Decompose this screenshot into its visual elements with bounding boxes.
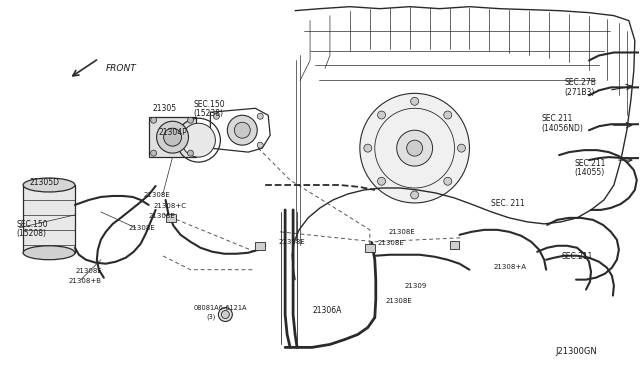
Text: 21308E: 21308E [378, 240, 404, 246]
Circle shape [257, 113, 263, 119]
Circle shape [444, 177, 452, 185]
Ellipse shape [23, 246, 75, 260]
Text: 21308E: 21308E [129, 225, 156, 231]
Text: SEC.211: SEC.211 [541, 114, 573, 123]
Text: SEC.211: SEC.211 [561, 252, 593, 261]
Text: 21306A: 21306A [312, 306, 341, 315]
Text: 21308E: 21308E [278, 239, 305, 245]
Text: 21304P: 21304P [159, 128, 188, 137]
Text: 21308+C: 21308+C [154, 203, 187, 209]
Text: (15238): (15238) [193, 109, 223, 118]
Text: SEC.150: SEC.150 [193, 100, 225, 109]
Text: 21305: 21305 [152, 104, 177, 113]
Bar [166, 214, 175, 222]
Text: FRONT: FRONT [106, 64, 136, 73]
Circle shape [378, 111, 385, 119]
Circle shape [406, 140, 422, 156]
Circle shape [378, 177, 385, 185]
Ellipse shape [23, 178, 75, 192]
Bar [365, 244, 375, 252]
Text: 21308E: 21308E [143, 192, 170, 198]
Circle shape [458, 144, 465, 152]
Text: SEC. 211: SEC. 211 [492, 199, 525, 208]
Text: 21308E: 21308E [148, 213, 175, 219]
Text: (15208): (15208) [16, 229, 46, 238]
Text: 21308E: 21308E [386, 298, 413, 304]
Text: J21300GN: J21300GN [555, 347, 597, 356]
Text: 21308+A: 21308+A [493, 264, 526, 270]
Circle shape [182, 123, 216, 157]
Circle shape [397, 130, 433, 166]
Circle shape [364, 144, 372, 152]
Text: 21308E: 21308E [76, 268, 102, 274]
Circle shape [227, 115, 257, 145]
Text: (14055): (14055) [574, 167, 604, 177]
Circle shape [444, 111, 452, 119]
Text: 21308E: 21308E [388, 229, 415, 235]
Circle shape [411, 191, 419, 199]
Circle shape [257, 142, 263, 148]
Circle shape [188, 117, 193, 123]
Text: 21305D: 21305D [29, 177, 59, 186]
Text: 21309: 21309 [404, 283, 427, 289]
Circle shape [221, 311, 229, 318]
Circle shape [234, 122, 250, 138]
Text: (14056ND): (14056ND) [541, 124, 583, 133]
Text: 08081A6-6121A: 08081A6-6121A [193, 305, 247, 311]
Circle shape [164, 128, 182, 146]
Bar [23, 185, 75, 253]
Bar [449, 241, 460, 249]
Circle shape [218, 308, 232, 321]
Circle shape [360, 93, 469, 203]
Text: SEC.211: SEC.211 [574, 158, 605, 167]
Circle shape [188, 150, 193, 156]
Circle shape [157, 121, 189, 153]
Bar [255, 242, 265, 250]
Circle shape [411, 97, 419, 105]
Circle shape [150, 150, 157, 156]
Text: (3): (3) [207, 313, 216, 320]
Text: SEC.27B: SEC.27B [564, 78, 596, 87]
Circle shape [213, 113, 220, 119]
Text: (271B3): (271B3) [564, 88, 595, 97]
Text: 21308+B: 21308+B [69, 278, 102, 283]
Text: SEC.150: SEC.150 [16, 220, 48, 230]
Circle shape [150, 117, 157, 123]
Bar [148, 117, 196, 157]
